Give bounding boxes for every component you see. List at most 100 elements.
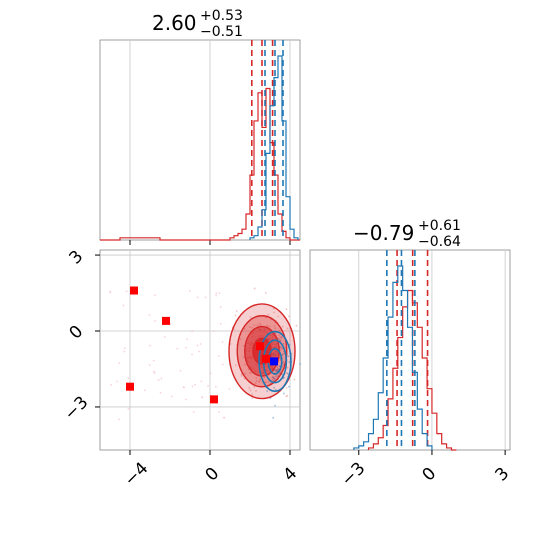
marginal-y-xtick-label: −3: [338, 459, 370, 491]
scatter-sample-point: [258, 322, 261, 325]
scatter-sample-point: [282, 353, 285, 355]
scatter-sample-point: [221, 341, 224, 343]
scatter-sample-point: [234, 314, 237, 317]
scatter-sample-point: [157, 379, 160, 382]
scatter-sample-point: [273, 311, 275, 314]
scatter-sample-point: [277, 337, 280, 340]
scatter-sample-point: [109, 291, 112, 294]
marginal-y-panel: [309, 249, 511, 451]
scatter-sample-point: [274, 332, 277, 335]
blue-square-marker: [270, 357, 278, 366]
scatter-sample-point: [184, 398, 187, 401]
scatter-sample-point: [170, 395, 173, 398]
scatter-sample-point: [287, 355, 290, 358]
scatter-sample-point: [268, 325, 271, 328]
scatter-sample-point: [278, 329, 281, 332]
scatter-sample-point: [254, 382, 257, 385]
scatter-sample-point: [219, 322, 222, 325]
scatter-sample-point: [148, 314, 151, 316]
scatter-sample-point: [152, 370, 155, 373]
marginal-y-xtick-label: 0: [419, 464, 441, 486]
joint-xtick-label: 0: [202, 464, 224, 486]
scatter-sample-point: [279, 346, 282, 348]
scatter-sample-point: [279, 340, 282, 342]
scatter-sample-point: [169, 322, 172, 325]
marginal-x-content: [100, 40, 300, 245]
scatter-sample-point: [200, 380, 203, 383]
scatter-sample-point: [218, 411, 220, 413]
scatter-sample-point: [282, 360, 285, 363]
scatter-sample-point: [191, 385, 194, 388]
scatter-sample-point: [123, 347, 126, 350]
scatter-sample-point: [295, 324, 298, 327]
scatter-sample-point: [143, 389, 146, 392]
scatter-sample-point: [192, 411, 195, 414]
scatter-sample-point: [259, 324, 262, 326]
marginal-y-title-value: −0.79: [353, 221, 414, 245]
scatter-sample-point: [186, 338, 189, 341]
marginal-y-title-minus: −0.64: [418, 234, 461, 250]
scatter-sample-point: [282, 342, 285, 345]
scatter-sample-point: [185, 346, 188, 349]
scatter-sample-point: [251, 397, 254, 400]
scatter-sample-point: [273, 325, 276, 327]
scatter-sample-point: [191, 353, 193, 356]
scatter-sample-point: [288, 315, 290, 318]
scatter-sample-point: [179, 369, 182, 372]
scatter-sample-point: [239, 338, 242, 340]
scatter-sample-point: [274, 327, 277, 330]
joint-xtick-label: 4: [280, 464, 302, 486]
scatter-sample-point: [125, 290, 128, 293]
scatter-sample-point: [273, 386, 276, 389]
scatter-sample-point: [263, 376, 266, 379]
scatter-sample-point: [281, 325, 284, 328]
scatter-sample-point: [266, 324, 269, 327]
scatter-sample-point: [234, 364, 237, 367]
scatter-sample-point: [196, 296, 199, 299]
scatter-sample-point: [285, 308, 288, 311]
scatter-sample-point: [277, 315, 280, 318]
red-square-marker: [126, 382, 134, 391]
marginal-y-content: [353, 250, 506, 455]
scatter-sample-point: [242, 356, 245, 359]
scatter-sample-point: [272, 307, 275, 310]
scatter-sample-point: [274, 404, 276, 407]
scatter-sample-point: [149, 344, 151, 347]
scatter-sample-point: [287, 385, 290, 388]
scatter-sample-point: [288, 361, 291, 363]
scatter-sample-point: [188, 290, 191, 292]
scatter-sample-point: [240, 373, 243, 376]
scatter-sample-point: [264, 291, 267, 294]
scatter-sample-point: [255, 390, 257, 392]
scatter-sample-point: [249, 316, 252, 318]
scatter-sample-point: [201, 396, 204, 399]
marginal-x-title-plus: +0.53: [200, 8, 243, 24]
scatter-sample-point: [244, 372, 246, 375]
scatter-sample-point: [258, 381, 261, 383]
joint-frame: [99, 249, 301, 451]
scatter-sample-point: [274, 375, 277, 378]
scatter-sample-point: [159, 391, 162, 394]
scatter-sample-point: [243, 327, 246, 330]
scatter-sample-point: [276, 366, 279, 369]
scatter-sample-point: [282, 392, 285, 395]
marginal-y-xtick-labels: −3 0 3: [338, 459, 514, 491]
scatter-sample-point: [199, 343, 202, 345]
scatter-sample-point: [223, 416, 226, 419]
scatter-sample-point: [286, 366, 289, 369]
scatter-sample-point: [267, 313, 270, 316]
scatter-sample-point: [250, 326, 253, 329]
scatter-sample-point: [286, 372, 289, 375]
scatter-sample-point: [278, 338, 281, 341]
scatter-sample-point: [248, 326, 251, 329]
scatter-sample-point: [286, 394, 289, 397]
scatter-sample-point: [122, 304, 125, 307]
scatter-sample-point: [217, 354, 220, 357]
scatter-sample-point: [293, 378, 296, 381]
scatter-sample-point: [256, 324, 259, 326]
scatter-sample-point: [278, 365, 281, 368]
scatter-sample-point: [152, 359, 155, 362]
marginal-y-title-plus: +0.61: [418, 218, 461, 234]
scatter-sample-point: [285, 387, 288, 389]
